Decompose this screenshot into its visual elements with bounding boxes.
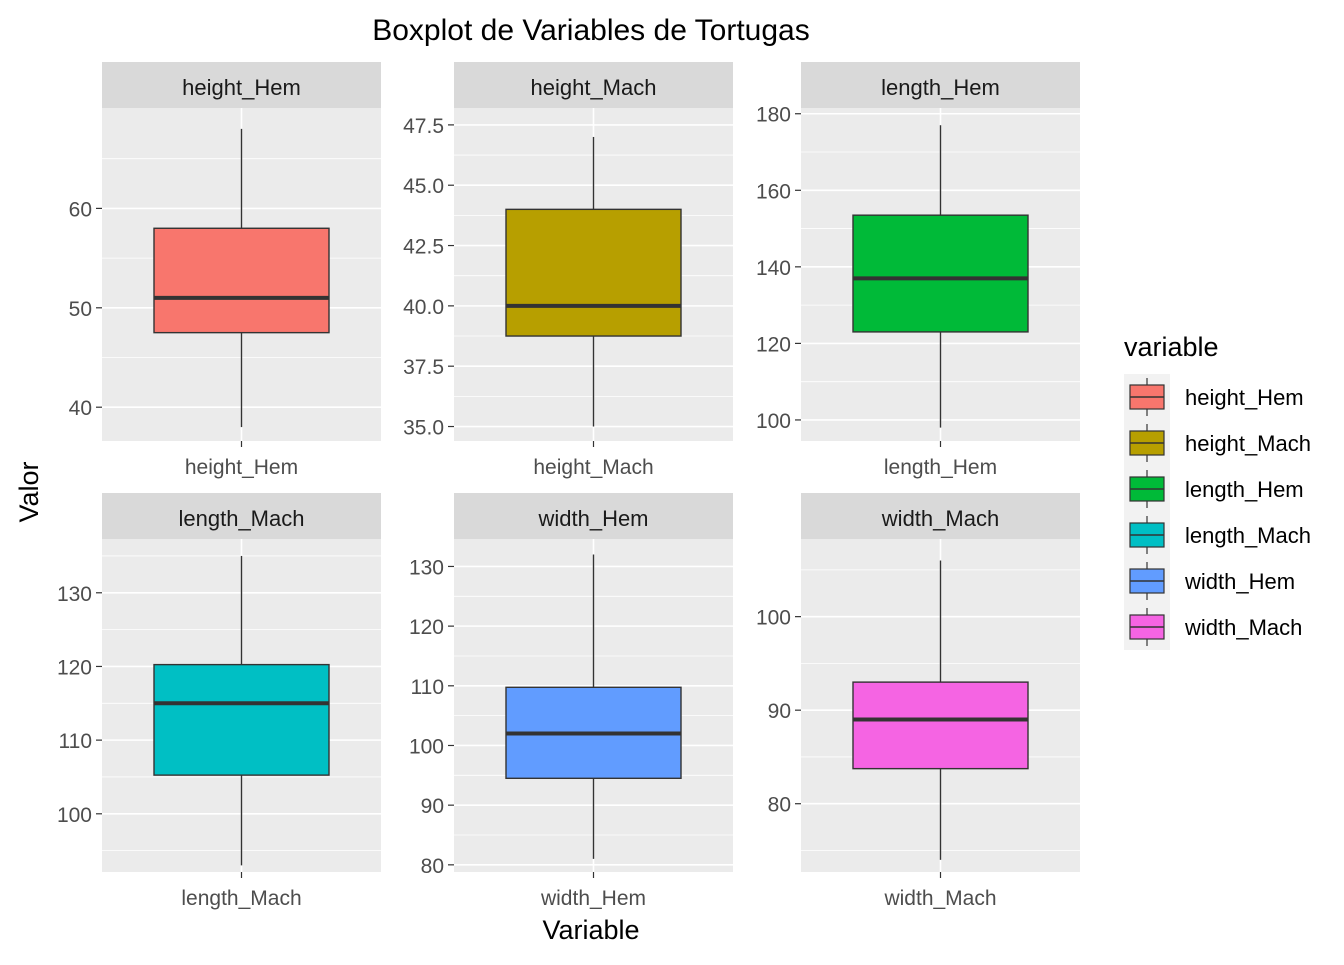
y-tick-label: 47.5: [403, 115, 444, 138]
x-tick-label: length_Mach: [181, 887, 301, 910]
legend-item-height-Hem: height_Hem: [1124, 374, 1304, 420]
x-tick-label: width_Mach: [883, 887, 996, 910]
facet-strip-label: length_Mach: [179, 506, 305, 531]
y-tick-label: 90: [421, 795, 444, 818]
facet-strip: [102, 493, 381, 539]
box: [852, 681, 1029, 770]
y-tick-label: 35.0: [403, 417, 444, 440]
facet-panel-length-Hem: length_Hem 100 120 140 160 180 length_Hem: [756, 62, 1080, 479]
facet-strip: [454, 493, 733, 539]
y-tick-label: 80: [768, 794, 791, 817]
y-tick-label: 100: [409, 735, 444, 758]
legend-item-length-Hem: length_Hem: [1124, 466, 1304, 512]
box: [153, 227, 330, 334]
y-tick-label: 60: [69, 198, 92, 221]
y-tick-label: 45.0: [403, 175, 444, 198]
box: [153, 663, 330, 776]
legend-label: width_Hem: [1184, 569, 1295, 594]
y-tick-label: 110: [411, 676, 444, 699]
y-tick-label: 50: [69, 298, 92, 321]
y-tick-label: 120: [57, 656, 92, 679]
facet-panel-width-Hem: width_Hem 80 90 100 110 120 130 width_Hem: [409, 493, 733, 910]
y-axis-title: Valor: [14, 461, 44, 522]
facet-strip: [801, 62, 1080, 108]
y-tick-label: 130: [57, 583, 92, 606]
facet-strip: [801, 493, 1080, 539]
x-tick-label: height_Mach: [533, 456, 653, 479]
y-tick-label: 120: [409, 616, 444, 639]
box: [505, 208, 682, 337]
x-axis-title: Variable: [542, 915, 639, 945]
y-tick-label: 120: [756, 333, 791, 356]
legend-label: length_Mach: [1185, 523, 1311, 548]
facet-panel-length-Mach: length_Mach 100 110 120 130 length_Mach: [57, 493, 381, 910]
y-tick-label: 40: [69, 397, 92, 420]
facet-strip-label: length_Hem: [881, 75, 1000, 100]
y-tick-label: 180: [756, 104, 791, 127]
facet-strip: [454, 62, 733, 108]
y-tick-label: 130: [409, 556, 444, 579]
legend: variable height_Hem height_Mach length_Hem…: [1124, 332, 1311, 650]
legend-item-height-Mach: height_Mach: [1124, 420, 1311, 466]
facet-panel-height-Hem: height_Hem 40 50 60 height_Hem: [69, 62, 381, 479]
y-tick-label: 42.5: [403, 236, 444, 259]
legend-item-width-Mach: width_Mach: [1124, 604, 1302, 650]
facet-strip-label: height_Hem: [182, 75, 301, 100]
legend-title: variable: [1124, 332, 1219, 362]
facet-panel-height-Mach: height_Mach 35.0 37.5 40.0 42.5 45.0 47.5 heigh…: [403, 62, 733, 479]
legend-label: length_Hem: [1185, 477, 1304, 502]
facet-panel-width-Mach: width_Mach 80 90 100 width_Mach: [756, 493, 1080, 910]
chart-title: Boxplot de Variables de Tortugas: [372, 14, 810, 47]
box: [852, 214, 1029, 333]
legend-item-width-Hem: width_Hem: [1124, 558, 1295, 604]
facet-panels: height_Hem 40 50 60 height_Hem height_Mach 35.…: [57, 62, 1080, 910]
y-tick-label: 37.5: [403, 356, 444, 379]
y-tick-label: 160: [756, 180, 791, 203]
x-tick-label: length_Hem: [884, 456, 997, 479]
y-tick-label: 40.0: [403, 296, 444, 319]
y-tick-label: 100: [57, 804, 92, 827]
y-tick-label: 140: [756, 257, 791, 280]
y-tick-label: 90: [768, 700, 791, 723]
y-tick-label: 80: [421, 855, 444, 878]
legend-item-length-Mach: length_Mach: [1124, 512, 1311, 558]
facet-strip-label: width_Mach: [881, 506, 999, 531]
facet-strip-label: height_Mach: [531, 75, 657, 100]
x-tick-label: height_Hem: [185, 456, 298, 479]
x-tick-label: width_Hem: [540, 887, 646, 910]
legend-label: height_Mach: [1185, 431, 1311, 456]
legend-label: height_Hem: [1185, 385, 1304, 410]
y-tick-label: 100: [756, 410, 791, 433]
legend-label: width_Mach: [1184, 615, 1302, 640]
facet-strip-label: width_Hem: [537, 506, 648, 531]
y-tick-label: 100: [756, 607, 791, 630]
facet-strip: [102, 62, 381, 108]
y-tick-label: 110: [59, 730, 92, 753]
